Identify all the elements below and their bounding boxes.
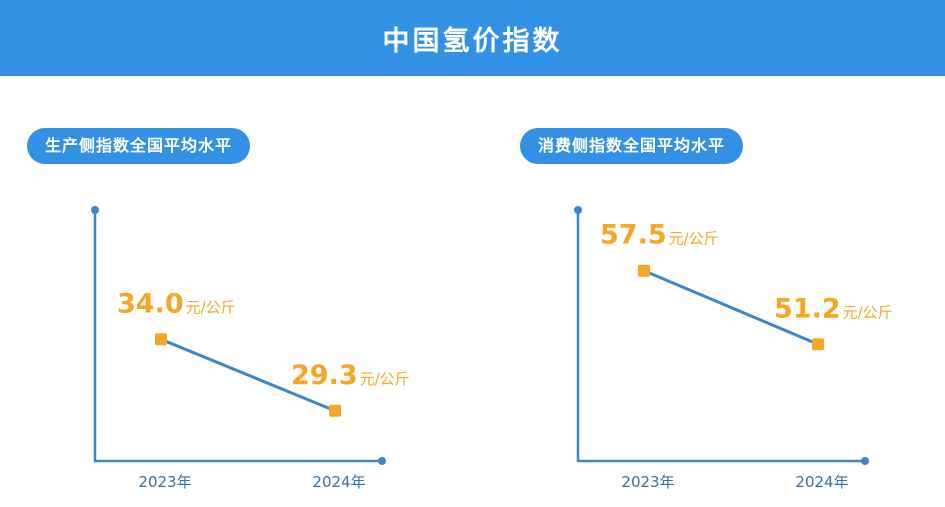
page-title: 中国氢价指数 bbox=[382, 25, 563, 57]
x-tick-label: 2023年 bbox=[621, 473, 674, 491]
chart-title-production: 生产侧指数全国平均水平 bbox=[27, 128, 251, 164]
x-tick-label: 2023年 bbox=[138, 473, 191, 491]
x-tick-label: 2024年 bbox=[312, 473, 365, 491]
x-axis-end-dot bbox=[861, 457, 869, 465]
x-tick-label: 2024年 bbox=[795, 473, 848, 491]
value-label: 57.5 元/公斤 bbox=[600, 220, 719, 251]
axis-lines bbox=[93, 210, 382, 463]
series-line bbox=[160, 337, 336, 413]
data-point bbox=[155, 333, 167, 346]
value-label: 51.2 元/公斤 bbox=[774, 293, 893, 324]
data-point bbox=[329, 404, 341, 417]
chart-title-consumption: 消费侧指数全国平均水平 bbox=[520, 128, 744, 164]
axis-lines bbox=[576, 210, 865, 463]
data-point bbox=[812, 338, 824, 351]
x-axis-end-dot bbox=[378, 457, 386, 465]
value-label: 29.3 元/公斤 bbox=[291, 360, 410, 391]
value-label: 34.0 元/公斤 bbox=[117, 288, 236, 319]
series-line bbox=[643, 269, 819, 346]
y-axis-end-dot bbox=[574, 206, 582, 214]
header-banner: 中国氢价指数 bbox=[0, 0, 945, 76]
y-axis-end-dot bbox=[91, 206, 99, 214]
data-point bbox=[638, 264, 650, 277]
